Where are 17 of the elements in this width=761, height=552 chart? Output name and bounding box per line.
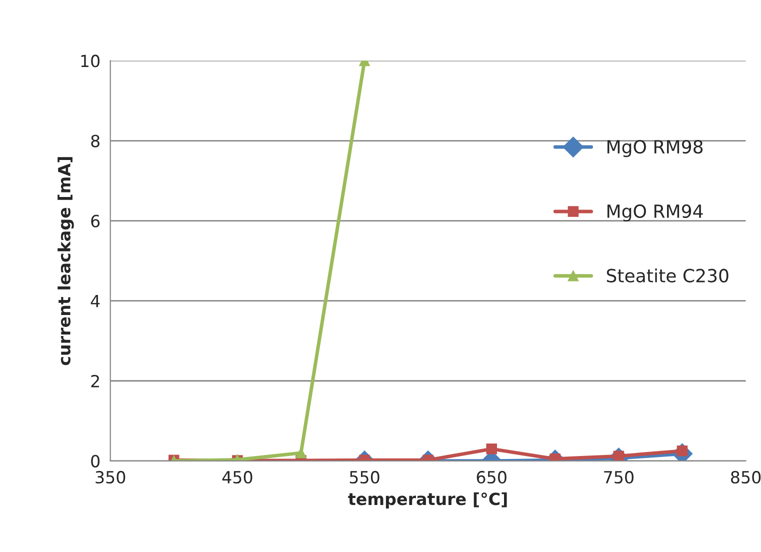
x-tick-label: 450 (222, 470, 252, 484)
y-tick-label: 4 (90, 295, 100, 308)
x-axis-title: temperature [°C] (348, 492, 507, 508)
y-tick-label: 2 (91, 374, 99, 388)
y-axis-title: current leackage [mA] (58, 157, 74, 366)
x-tick-label: 850 (731, 470, 761, 484)
y-tick-label: 6 (91, 214, 100, 228)
legend-label: MgO RM94 (607, 204, 703, 222)
y-tick-label: 10 (81, 54, 100, 68)
legend-label: MgO RM98 (607, 140, 703, 158)
x-tick-label: 750 (604, 470, 634, 484)
y-tick-label: 8 (91, 134, 100, 148)
x-tick-label: 550 (350, 470, 380, 484)
legend-label: Steatite C230 (606, 268, 728, 282)
y-tick-label: 0 (91, 454, 100, 468)
x-tick-label: 650 (476, 470, 506, 484)
x-tick-label: 350 (96, 470, 126, 484)
